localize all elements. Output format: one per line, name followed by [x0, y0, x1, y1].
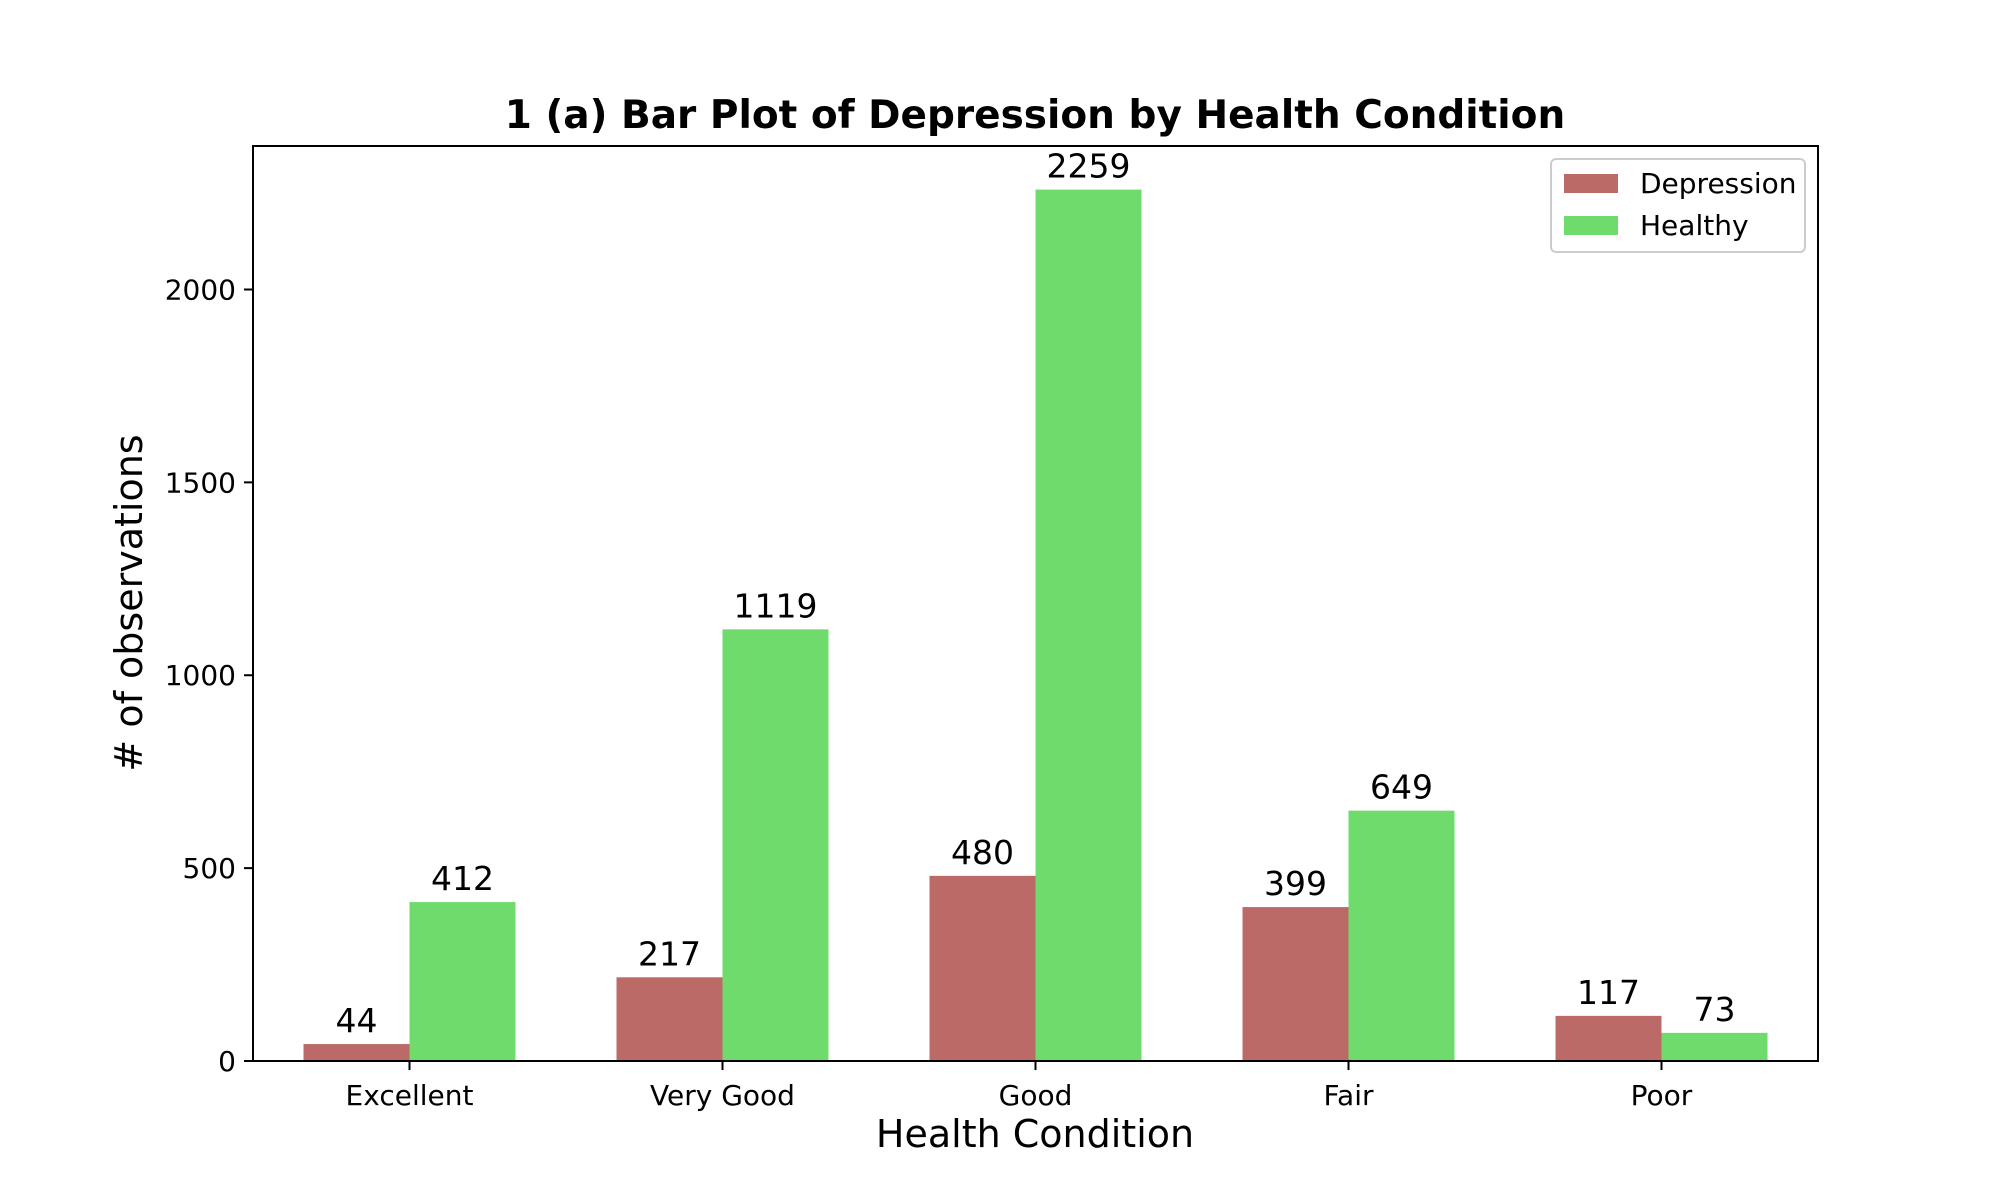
legend-swatch-healthy [1564, 216, 1618, 235]
data-label: 412 [431, 859, 494, 898]
x-tick-label: Very Good [650, 1079, 795, 1112]
bar-healthy-very-good [722, 629, 829, 1061]
data-label: 117 [1577, 973, 1640, 1012]
y-tick-label: 0 [218, 1045, 236, 1078]
bar-depression-very-good [616, 977, 723, 1061]
legend-swatch-depression [1564, 174, 1618, 193]
bar-depression-poor [1555, 1015, 1662, 1061]
x-tick-label: Fair [1324, 1079, 1374, 1112]
bar-depression-excellent [303, 1044, 410, 1061]
data-label: 217 [638, 934, 701, 973]
bar-healthy-fair [1348, 810, 1455, 1061]
data-label: 399 [1264, 864, 1327, 903]
legend: Depression Healthy [1550, 158, 1806, 253]
bar-healthy-good [1035, 189, 1142, 1062]
data-label: 1119 [734, 586, 818, 625]
bar-depression-good [929, 875, 1036, 1061]
bar-healthy-excellent [409, 902, 516, 1061]
x-tick-label: Good [999, 1079, 1073, 1112]
y-axis-label: # of observations [107, 434, 151, 771]
data-label: 44 [336, 1001, 378, 1040]
y-tick-label: 1500 [165, 466, 236, 499]
x-axis-label: Health Condition [876, 1112, 1194, 1156]
data-label: 2259 [1047, 147, 1131, 186]
legend-label-healthy: Healthy [1640, 209, 1749, 242]
data-label: 480 [951, 833, 1014, 872]
data-label: 649 [1370, 768, 1433, 807]
y-tick-label: 2000 [165, 273, 236, 306]
plot-area: 44 217 480 399 117 412 1119 2259 649 73 0 500 1000 15… [165, 145, 1819, 1112]
x-tick-label: Excellent [346, 1079, 474, 1112]
x-tick-label: Poor [1631, 1079, 1693, 1112]
bar-depression-fair [1242, 907, 1349, 1061]
y-tick-label: 500 [183, 852, 236, 885]
data-label: 73 [1694, 990, 1736, 1029]
y-tick-label: 1000 [165, 659, 236, 692]
chart-title: 1 (a) Bar Plot of Depression by Health C… [505, 93, 1565, 138]
bar-healthy-poor [1661, 1032, 1768, 1061]
legend-label-depression: Depression [1640, 167, 1797, 200]
